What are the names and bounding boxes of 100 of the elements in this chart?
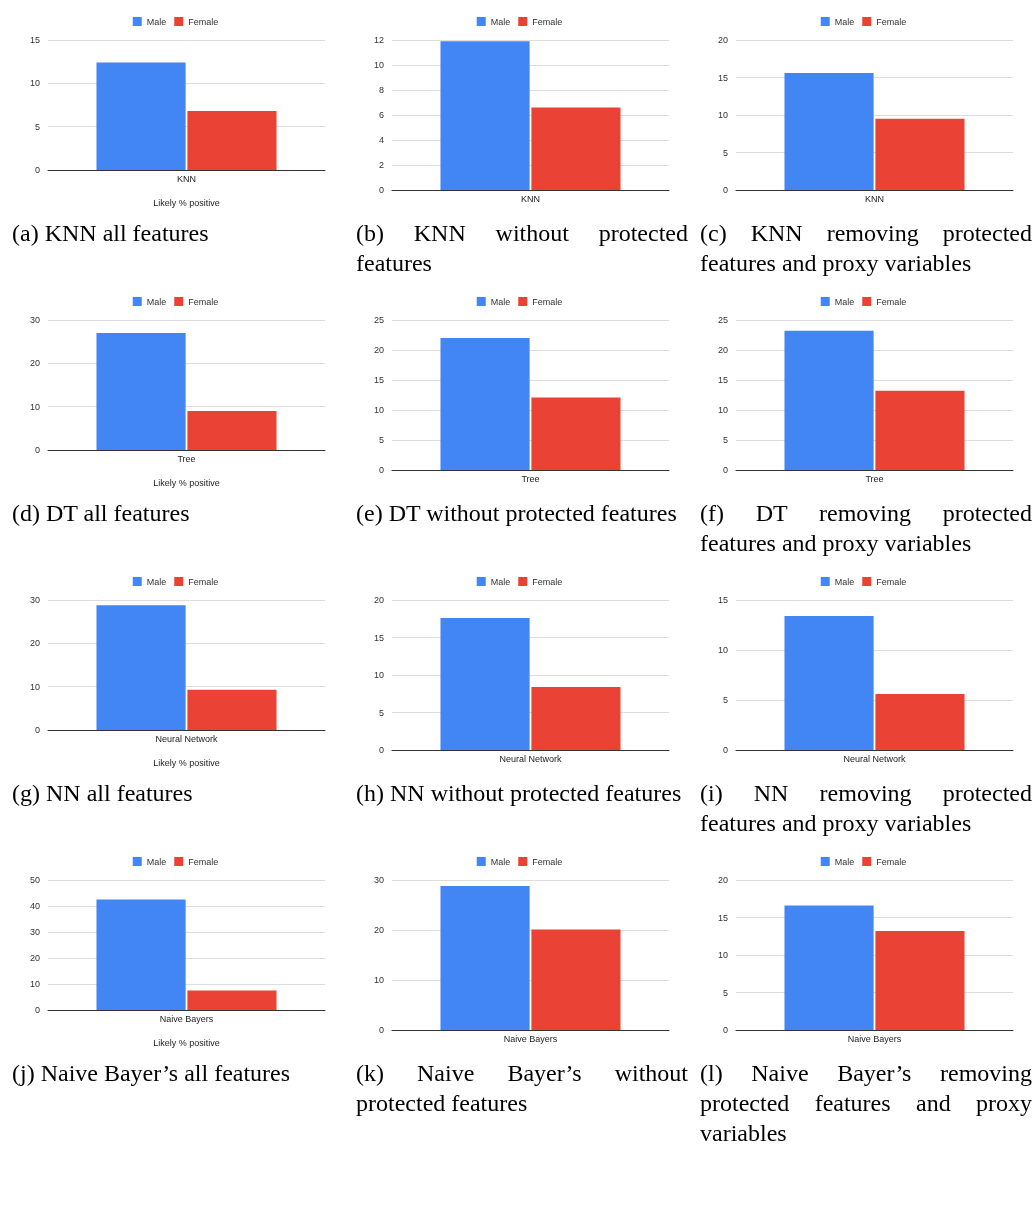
y-tick-label: 4 (378, 135, 384, 145)
y-tick-label: 0 (722, 1025, 728, 1035)
legend-label: Male (490, 576, 511, 587)
text: (k) Naive Bayer’s without protected features (355, 1059, 689, 1118)
y-tick-label: 5 (722, 695, 728, 705)
legend-label: Male (834, 296, 855, 307)
legend-label: Male (834, 856, 855, 867)
y-tick-label: 6 (378, 110, 384, 120)
y-tick-label: 0 (722, 185, 728, 195)
x-tick-label: Neural Network (499, 753, 562, 764)
x-axis-title: Likely % positive (153, 197, 220, 208)
legend-label: Female (876, 296, 907, 307)
y-tick-label: 2 (378, 160, 384, 170)
y-tick-label: 20 (29, 953, 40, 963)
text: (a) KNN all features (11, 219, 210, 248)
y-tick-label: 15 (717, 72, 728, 83)
y-tick-label: 30 (29, 595, 40, 605)
y-tick-label: 15 (373, 632, 384, 643)
legend-label: Male (146, 16, 167, 27)
x-tick-label: KNN (176, 173, 197, 184)
legend-label: Female (532, 16, 563, 27)
y-tick-label: 0 (722, 745, 728, 755)
y-tick-label: 20 (373, 925, 384, 935)
y-tick-label: 0 (34, 165, 40, 175)
legend-label: Male (834, 16, 855, 27)
y-tick-label: 10 (717, 950, 728, 960)
y-tick-label: 8 (378, 85, 384, 95)
y-tick-label: 5 (378, 707, 384, 718)
text: (c) KNN removing protected features and proxy variables (699, 219, 1033, 278)
text: (j) Naive Bayer’s all features (11, 1059, 292, 1088)
y-tick-label: 15 (717, 912, 728, 923)
y-tick-label: 10 (717, 405, 728, 415)
legend-label: Female (188, 16, 219, 27)
x-axis-title: Likely % positive (153, 477, 220, 488)
y-tick-label: 0 (722, 465, 728, 475)
y-tick-label: 5 (722, 147, 728, 158)
legend-label: Male (490, 16, 511, 27)
legend-label: Male (146, 856, 167, 867)
text: (e) DT without protected features (355, 499, 678, 528)
y-tick-label: 0 (34, 725, 40, 735)
y-tick-label: 50 (29, 875, 40, 885)
y-tick-label: 0 (34, 1005, 40, 1015)
x-axis-title: Likely % positive (153, 757, 220, 768)
x-tick-label: Neural Network (843, 753, 906, 764)
x-tick-label: Naive Bayers (847, 1033, 902, 1044)
x-tick-label: KNN (520, 193, 541, 204)
legend-label: Male (834, 576, 855, 587)
y-tick-label: 0 (378, 465, 384, 475)
y-tick-label: 10 (373, 670, 384, 680)
y-tick-label: 10 (373, 975, 384, 985)
x-tick-label: Neural Network (155, 733, 218, 744)
text: (i) NN removing protected features and proxy variables (699, 779, 1033, 838)
text: (l) Naive Bayer’s removing protected features and proxy variables (699, 1059, 1033, 1148)
x-tick-label: Naive Bayers (159, 1013, 214, 1024)
legend-label: Female (188, 296, 219, 307)
y-tick-label: 10 (717, 645, 728, 655)
y-tick-label: 0 (34, 445, 40, 455)
y-tick-label: 20 (373, 345, 384, 355)
y-tick-label: 30 (29, 315, 40, 325)
y-tick-label: 20 (717, 35, 728, 45)
y-tick-label: 30 (373, 875, 384, 885)
x-tick-label: KNN (864, 193, 885, 204)
y-tick-label: 10 (29, 401, 40, 412)
text: (d) DT all features (11, 499, 191, 528)
y-tick-label: 10 (29, 681, 40, 692)
y-tick-label: 15 (717, 375, 728, 385)
legend-label: Male (490, 296, 511, 307)
y-tick-label: 20 (717, 345, 728, 355)
x-axis-title: Likely % positive (153, 1037, 220, 1048)
y-tick-label: 10 (717, 110, 728, 120)
legend-label: Female (876, 856, 907, 867)
legend-label: Female (876, 16, 907, 27)
text: (b) KNN without protected features (355, 219, 689, 278)
legend-label: Male (490, 856, 511, 867)
y-tick-label: 20 (717, 875, 728, 885)
y-tick-label: 20 (29, 358, 40, 369)
legend-label: Female (532, 296, 563, 307)
y-tick-label: 25 (373, 315, 384, 325)
y-tick-label: 20 (373, 595, 384, 605)
legend-label: Male (146, 576, 167, 587)
y-tick-label: 10 (373, 405, 384, 415)
y-tick-label: 25 (717, 315, 728, 325)
y-tick-label: 10 (29, 979, 40, 989)
text: (f) DT removing protected features and proxy variables (699, 499, 1033, 558)
y-tick-label: 5 (722, 435, 728, 445)
legend-label: Female (532, 576, 563, 587)
y-tick-label: 15 (373, 375, 384, 385)
y-tick-label: 12 (373, 35, 384, 45)
y-tick-label: 0 (378, 1025, 384, 1035)
text: (g) NN all features (11, 779, 194, 808)
y-tick-label: 15 (717, 595, 728, 605)
x-tick-label: Naive Bayers (503, 1033, 558, 1044)
legend-label: Female (188, 856, 219, 867)
legend-label: Male (146, 296, 167, 307)
y-tick-label: 5 (378, 435, 384, 445)
x-tick-label: Tree (865, 473, 884, 484)
y-tick-label: 0 (378, 745, 384, 755)
legend-label: Female (532, 856, 563, 867)
x-tick-label: Tree (521, 473, 540, 484)
y-tick-label: 20 (29, 638, 40, 649)
